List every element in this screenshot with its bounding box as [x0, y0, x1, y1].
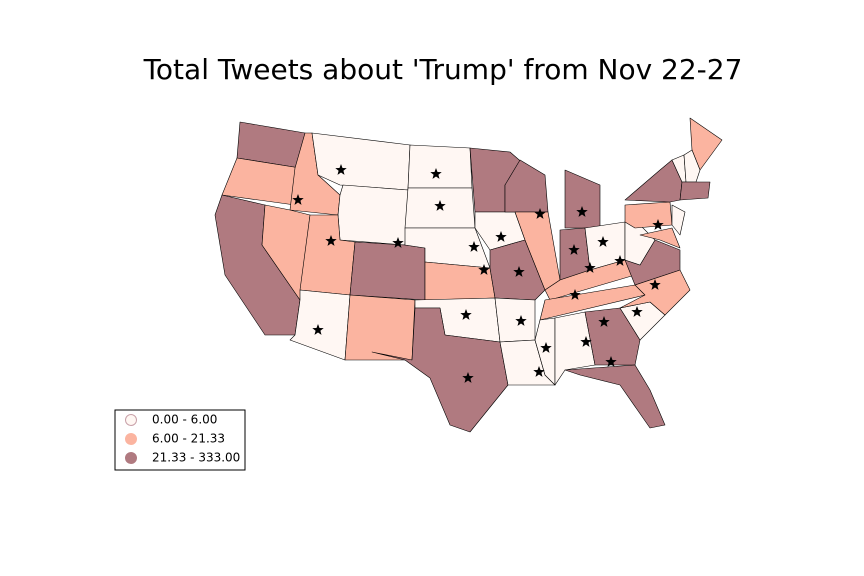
- star: [460, 309, 472, 320]
- star: [335, 164, 347, 175]
- star: [462, 372, 474, 383]
- star: [580, 336, 592, 347]
- state: [683, 149, 701, 183]
- state: [337, 184, 409, 246]
- map-title: Total Tweets about 'Trump' from Nov 22-2…: [143, 53, 743, 86]
- star: [584, 262, 596, 273]
- star: [568, 244, 580, 255]
- us-map: [214, 117, 723, 433]
- star: [513, 266, 525, 277]
- state: [349, 241, 426, 301]
- legend-marker: [125, 433, 137, 445]
- star: [652, 219, 664, 230]
- state: [624, 201, 673, 229]
- legend-label: 0.00 - 6.00: [152, 413, 217, 427]
- legend-marker: [125, 452, 137, 464]
- legend: 0.00 - 6.00 6.00 - 21.33 21.33 - 333.00: [125, 413, 240, 465]
- legend-label: 6.00 - 21.33: [152, 432, 225, 446]
- state: [494, 297, 536, 343]
- legend-label: 21.33 - 333.00: [152, 451, 240, 465]
- star: [515, 315, 527, 326]
- star: [540, 342, 552, 353]
- star: [495, 231, 507, 242]
- star: [325, 235, 337, 246]
- state: [344, 294, 416, 361]
- star: [631, 306, 643, 317]
- star: [312, 324, 324, 335]
- state: [619, 269, 691, 316]
- state: [639, 227, 681, 249]
- state: [534, 317, 556, 386]
- star: [434, 200, 446, 211]
- state: [564, 169, 601, 229]
- star: [468, 241, 480, 252]
- state: [554, 311, 596, 386]
- star: [430, 168, 442, 179]
- star: [569, 289, 581, 300]
- state: [564, 364, 666, 429]
- star: [533, 366, 545, 377]
- state: [371, 307, 509, 433]
- star: [478, 264, 490, 275]
- star: [292, 194, 304, 205]
- star: [605, 356, 617, 367]
- state: [407, 144, 473, 189]
- legend-marker: [125, 414, 137, 426]
- state: [679, 181, 711, 201]
- star: [614, 255, 626, 266]
- star: [597, 236, 609, 247]
- star: [392, 237, 404, 248]
- state: [671, 204, 686, 236]
- star: [649, 279, 661, 290]
- star: [576, 206, 588, 217]
- state: [311, 132, 411, 191]
- star-markers: [292, 164, 664, 383]
- state: [624, 159, 683, 203]
- star: [534, 208, 546, 219]
- state: [584, 307, 641, 366]
- star: [598, 316, 610, 327]
